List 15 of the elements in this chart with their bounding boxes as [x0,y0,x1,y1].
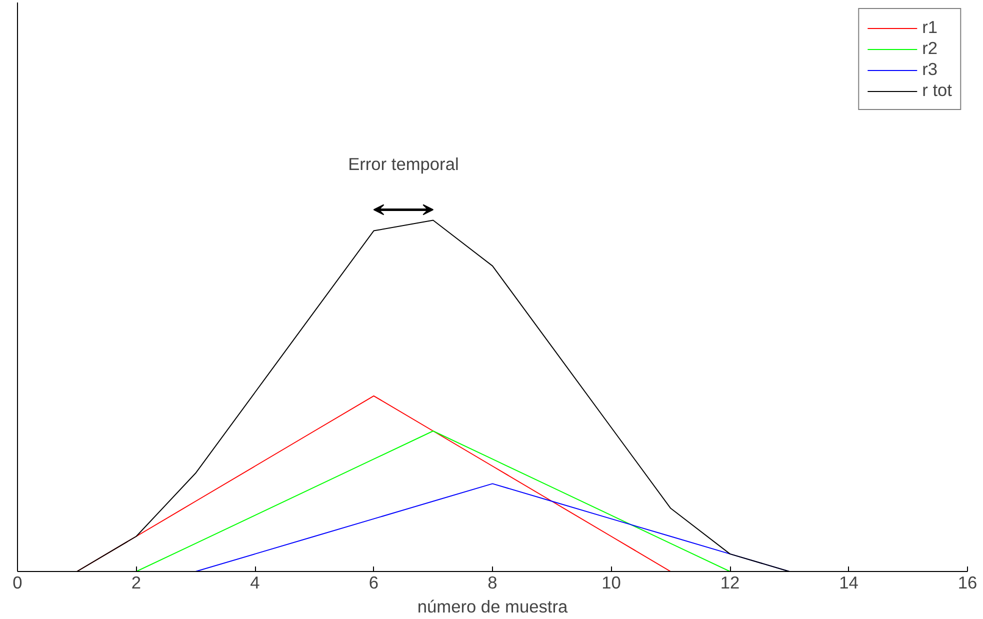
text: Error temporal [348,154,459,174]
x-tick-label: 6 [368,572,379,592]
x-tick-label: 16 [958,572,978,592]
legend-label: r1 [922,17,939,38]
legend-label: r3 [922,59,939,80]
x-tick-label: 2 [131,572,142,592]
x-tick-label: 8 [488,572,498,592]
x-tick-label: 4 [250,572,260,592]
x-axis-title: número de muestra [417,596,568,616]
x-tick-label: 0 [12,572,22,592]
x-tick-label: 14 [839,572,859,592]
x-tick-label: 12 [720,572,740,592]
legend-label: r2 [922,38,939,59]
legend-label: r tot [922,80,952,101]
x-tick-label: 10 [602,572,621,592]
